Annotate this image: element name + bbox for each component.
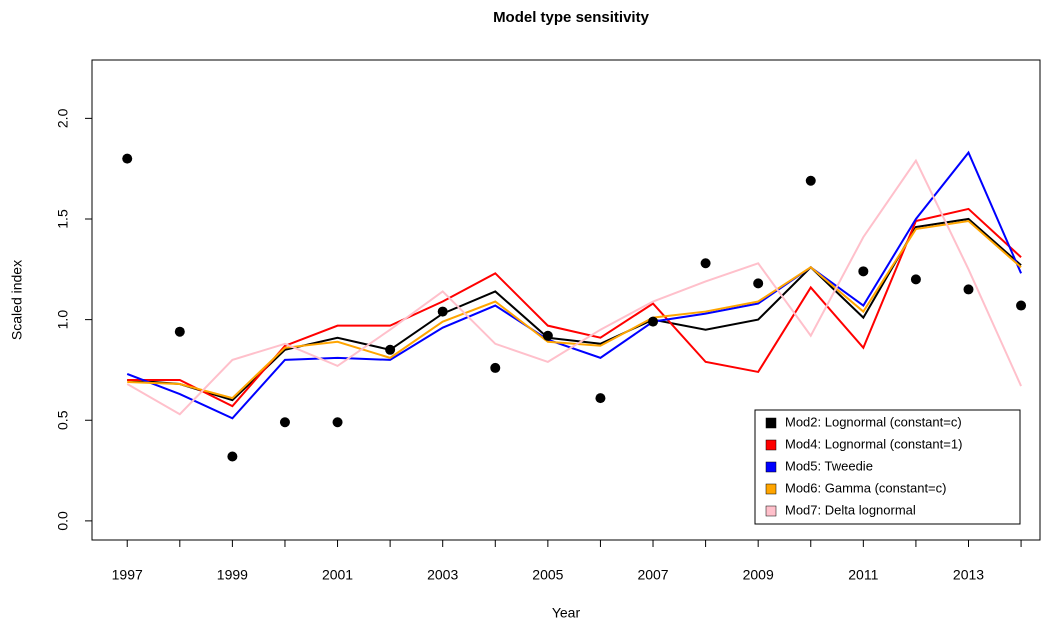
legend-swatch bbox=[765, 461, 777, 473]
data-point bbox=[805, 175, 816, 186]
data-point bbox=[227, 451, 238, 462]
data-point bbox=[174, 326, 185, 337]
legend-label: Mod6: Gamma (constant=c) bbox=[785, 480, 946, 495]
x-tick-label: 2001 bbox=[322, 567, 353, 583]
x-tick-label: 2007 bbox=[637, 567, 668, 583]
data-point bbox=[753, 278, 764, 289]
data-point bbox=[648, 316, 659, 327]
x-axis-label: Year bbox=[552, 605, 581, 621]
series-line bbox=[127, 219, 1022, 400]
y-tick-label: 1.5 bbox=[55, 209, 71, 229]
y-tick-label: 0.5 bbox=[55, 410, 71, 430]
data-point bbox=[437, 306, 448, 317]
series-line bbox=[127, 217, 1022, 402]
plot-frame bbox=[91, 59, 1041, 541]
data-point bbox=[332, 417, 343, 428]
legend-box bbox=[754, 409, 1021, 525]
legend-label: Mod4: Lognormal (constant=1) bbox=[785, 436, 962, 451]
series-line bbox=[126, 150, 1022, 420]
data-point bbox=[700, 258, 711, 269]
x-tick-label: 2009 bbox=[743, 567, 774, 583]
x-tick-label: 2011 bbox=[848, 567, 878, 583]
data-point bbox=[279, 417, 290, 428]
series-line bbox=[126, 158, 1022, 416]
legend-swatch bbox=[765, 483, 777, 495]
legend-label: Mod2: Lognormal (constant=c) bbox=[785, 414, 962, 429]
data-point bbox=[385, 344, 396, 355]
data-point bbox=[122, 153, 133, 164]
x-tick-label: 2003 bbox=[427, 567, 458, 583]
y-axis-label: Scaled index bbox=[9, 260, 25, 340]
data-point bbox=[910, 274, 921, 285]
legend-swatch bbox=[765, 439, 777, 451]
data-point bbox=[490, 362, 501, 373]
x-tick-label: 1997 bbox=[112, 567, 143, 583]
y-tick-label: 1.0 bbox=[55, 310, 71, 330]
x-tick-label: 1999 bbox=[217, 567, 248, 583]
data-point bbox=[963, 284, 974, 295]
legend-swatch bbox=[765, 505, 777, 517]
data-point bbox=[542, 330, 553, 341]
data-point bbox=[1016, 300, 1027, 311]
data-point bbox=[858, 266, 869, 277]
chart-title: Model type sensitivity bbox=[493, 9, 650, 26]
data-point bbox=[595, 393, 606, 404]
y-tick-label: 0.0 bbox=[55, 511, 71, 531]
legend-label: Mod5: Tweedie bbox=[785, 458, 873, 473]
x-tick-label: 2013 bbox=[953, 567, 984, 583]
y-tick-label: 2.0 bbox=[55, 108, 71, 128]
legend-label: Mod7: Delta lognormal bbox=[785, 502, 916, 517]
series-line bbox=[127, 207, 1022, 408]
legend-swatch bbox=[765, 417, 777, 429]
x-tick-label: 2005 bbox=[532, 567, 563, 583]
